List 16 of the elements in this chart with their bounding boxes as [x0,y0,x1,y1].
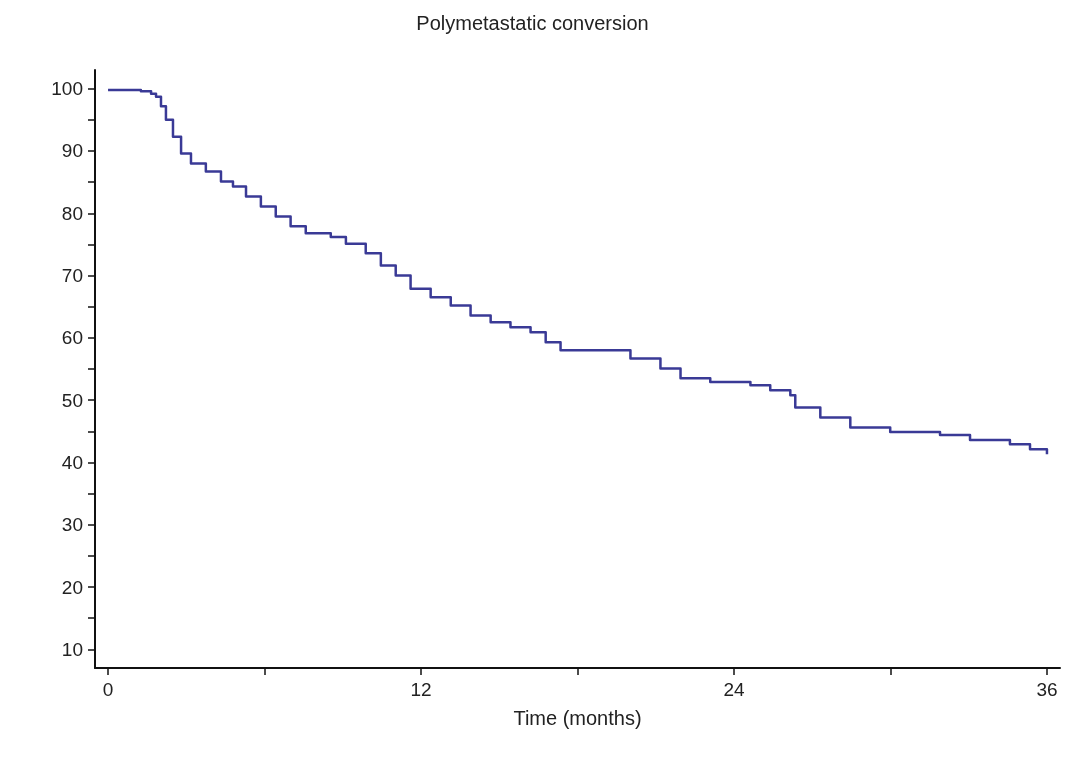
x-tick-label: 12 [410,679,432,700]
chart-title: Polymetastatic conversion [416,12,649,34]
y-tick-label: 90 [61,140,83,162]
y-tick-label: 70 [61,265,83,287]
y-tick-label: 40 [61,451,83,473]
y-tick-label: 100 [51,78,83,100]
y-tick-label: 60 [61,327,83,349]
y-tick-label: 80 [61,202,83,224]
y-tick-label: 10 [61,638,83,660]
x-tick-label: 24 [723,679,745,700]
x-tick-label: 36 [1036,679,1058,700]
x-tick-label: 0 [102,679,114,700]
y-tick-label: 50 [61,389,83,411]
y-tick-label: 20 [61,576,83,598]
y-tick-label: 30 [61,514,83,536]
x-axis-title: Time (months) [513,707,642,729]
